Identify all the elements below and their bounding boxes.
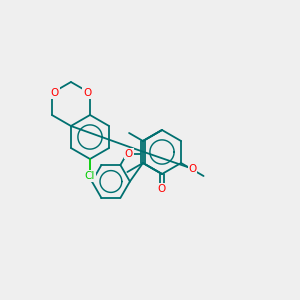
Text: O: O	[83, 88, 91, 98]
Text: O: O	[188, 164, 196, 175]
Text: O: O	[125, 149, 133, 159]
Text: O: O	[51, 88, 59, 98]
Text: Cl: Cl	[85, 171, 95, 181]
Text: O: O	[158, 184, 166, 194]
